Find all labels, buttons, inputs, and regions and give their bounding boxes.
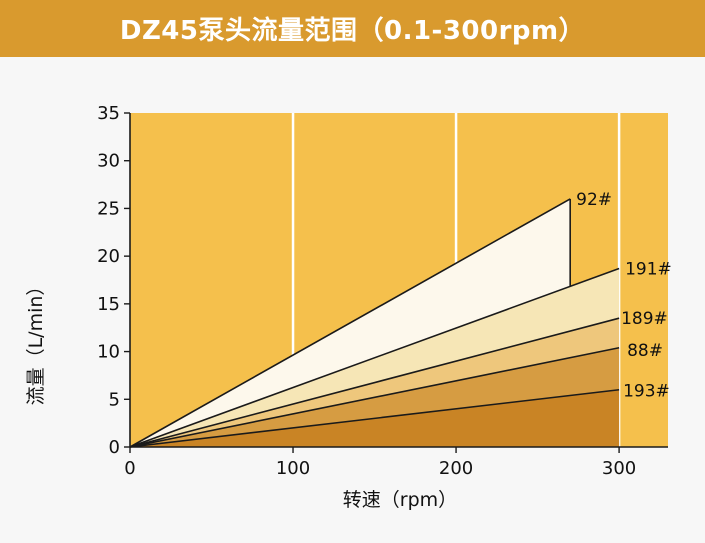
y-tick-label-25: 25 bbox=[97, 198, 120, 219]
series-label-92: 92# bbox=[576, 190, 612, 210]
series-line-193 bbox=[129, 388, 620, 448]
x-tick-label-200: 200 bbox=[439, 458, 473, 479]
series-line-191 bbox=[129, 267, 620, 448]
title-banner: DZ45泵头流量范围（0.1-300rpm） bbox=[0, 0, 705, 57]
y-tick-label-20: 20 bbox=[97, 246, 120, 267]
series-label-88: 88# bbox=[627, 341, 663, 361]
x-tick-label-100: 100 bbox=[276, 458, 310, 479]
y-tick-label-15: 15 bbox=[97, 294, 120, 315]
series-line-88 bbox=[129, 346, 620, 448]
series-label-191: 191# bbox=[625, 260, 672, 280]
x-tick-label-0: 0 bbox=[124, 458, 135, 479]
y-axis-label: 流量（L/min） bbox=[25, 277, 47, 406]
y-tick-label-0: 0 bbox=[109, 437, 120, 458]
y-tick-label-35: 35 bbox=[97, 103, 120, 124]
series-line-189 bbox=[129, 317, 620, 448]
series-label-189: 189# bbox=[621, 309, 668, 329]
flow-range-chart: 92# 191# 189# 88# 193# 0 5 10 15 20 25 30 35 0 100 200 3… bbox=[25, 103, 672, 511]
page-title: DZ45泵头流量范围（0.1-300rpm） bbox=[119, 16, 586, 46]
x-axis-label: 转速（rpm） bbox=[343, 489, 457, 511]
y-tick-label-30: 30 bbox=[97, 151, 120, 172]
y-tick-label-5: 5 bbox=[109, 389, 120, 410]
y-tick-label-10: 10 bbox=[97, 342, 120, 363]
x-tick-label-300: 300 bbox=[602, 458, 636, 479]
chart-area: 92# 191# 189# 88# 193# 0 5 10 15 20 25 30 35 0 100 200 3… bbox=[0, 57, 705, 539]
series-line-92 bbox=[129, 198, 571, 448]
series-label-193: 193# bbox=[623, 382, 670, 402]
